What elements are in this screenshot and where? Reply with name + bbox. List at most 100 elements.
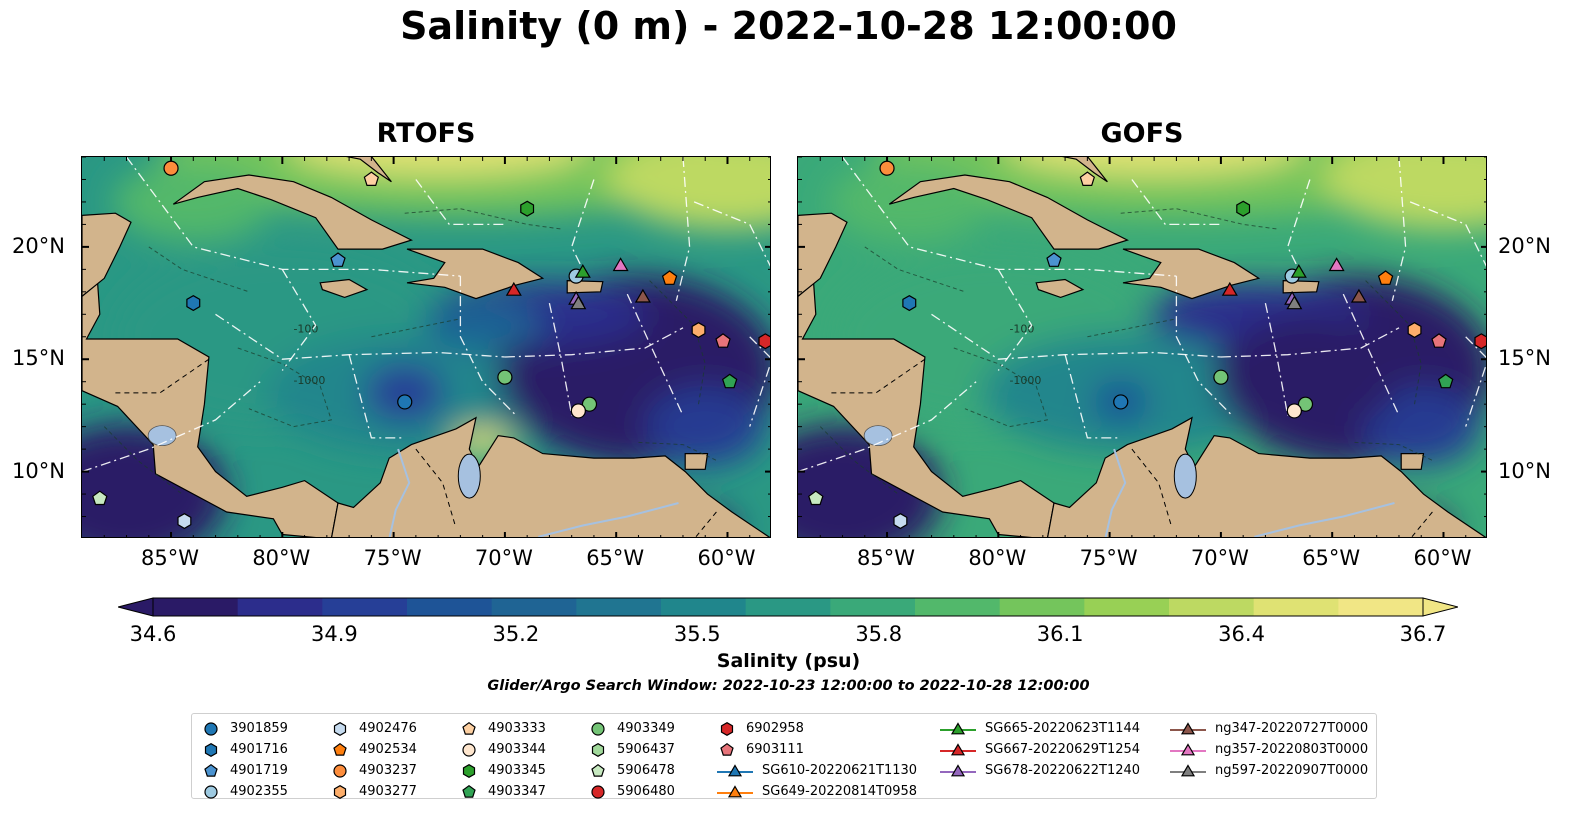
legend-item: 4903237 bbox=[329, 760, 417, 781]
map-marker-pentagon bbox=[715, 333, 731, 348]
land-yucatan bbox=[798, 212, 848, 298]
land-yucatan bbox=[82, 212, 132, 298]
map-marker-circle bbox=[879, 160, 895, 176]
lon-tick-label: 85°W bbox=[141, 546, 200, 570]
legend-label: ng597-20220907T0000 bbox=[1215, 763, 1369, 778]
map-marker-circle bbox=[581, 396, 598, 412]
contour-label-1000: -1000 bbox=[293, 374, 325, 387]
map-marker-triangle bbox=[505, 281, 522, 296]
legend-item: 4903333 bbox=[458, 718, 546, 739]
legend-label: 5906480 bbox=[617, 784, 675, 799]
legend-circle-icon bbox=[204, 721, 218, 736]
map-marker-triangle bbox=[1290, 264, 1307, 278]
map-marker-pentagon bbox=[1431, 333, 1447, 348]
legend-label: 6902958 bbox=[746, 721, 804, 736]
map-marker-triangle bbox=[1221, 281, 1238, 296]
legend-label: 3901859 bbox=[230, 721, 288, 736]
panel-title-gofs: GOFS bbox=[1100, 118, 1184, 149]
legend-label: SG665-20220623T1144 bbox=[985, 721, 1141, 736]
legend-column: 4903349 5906437 5906478 5906480 bbox=[587, 718, 675, 802]
land-centralAm bbox=[82, 281, 339, 537]
legend-label: SG649-20220814T0958 bbox=[762, 784, 918, 799]
map-marker-circle bbox=[570, 403, 586, 419]
map-marker-circle bbox=[397, 394, 413, 410]
map-marker-circle bbox=[1213, 369, 1229, 385]
lon-tick-label: 65°W bbox=[1302, 546, 1361, 570]
legend-circle-icon bbox=[204, 784, 218, 799]
legend-circle-icon bbox=[591, 784, 605, 799]
map-marker-hexagon bbox=[1474, 333, 1486, 350]
legend-item: 4903347 bbox=[458, 781, 546, 802]
map-marker-pentagon bbox=[808, 490, 824, 506]
land-centralAm bbox=[798, 281, 1055, 537]
map-marker-triangle bbox=[1328, 257, 1345, 272]
lat-tick-label-right: 10°N bbox=[1498, 458, 1551, 483]
figure-title: Salinity (0 m) - 2022-10-28 12:00:00 bbox=[400, 4, 1177, 48]
legend-item: 4903345 bbox=[458, 760, 546, 781]
legend-column: SG665-20220623T1144 SG667-20220629T1254 SG… bbox=[939, 718, 1140, 781]
lon-tick-label: 75°W bbox=[1079, 546, 1138, 570]
legend-item: 3901859 bbox=[200, 718, 288, 739]
legend-item: SG649-20220814T0958 bbox=[716, 781, 917, 802]
legend-item: 5906478 bbox=[587, 760, 675, 781]
map-marker-hexagon bbox=[902, 295, 917, 312]
colorbar-tick-label: 34.9 bbox=[311, 622, 358, 646]
map-marker-hexagon bbox=[186, 295, 201, 312]
legend-triangle-icon bbox=[1170, 763, 1206, 776]
legend-triangle-icon bbox=[940, 721, 976, 734]
legend-label: 4903237 bbox=[359, 763, 417, 778]
legend-item: ng347-20220727T0000 bbox=[1169, 718, 1368, 739]
colorbar-tick-label: 34.6 bbox=[129, 622, 177, 646]
lat-tick-label-left: 10°N bbox=[12, 458, 65, 483]
map-marker-pentagon bbox=[1079, 171, 1096, 186]
legend-label: 4903344 bbox=[488, 742, 546, 757]
legend-label: 4902476 bbox=[359, 721, 417, 736]
salinity-colorbar bbox=[118, 597, 1458, 617]
map-marker-circle bbox=[1286, 403, 1302, 419]
lon-tick-label: 70°W bbox=[474, 546, 533, 570]
colorbar-tick-label: 36.4 bbox=[1218, 622, 1265, 646]
gofs-salinity-map: -100 -1000 bbox=[797, 156, 1487, 538]
map-marker-hexagon bbox=[691, 322, 706, 339]
lat-tick-label-left: 20°N bbox=[12, 233, 65, 258]
legend-label: 4903349 bbox=[617, 721, 675, 736]
lon-tick-label: 60°W bbox=[697, 546, 756, 570]
legend-label: 6903111 bbox=[746, 742, 804, 757]
legend-label: 4903345 bbox=[488, 763, 546, 778]
legend-label: SG610-20220621T1130 bbox=[762, 763, 918, 778]
map-marker-pentagon bbox=[721, 373, 738, 389]
legend-label: 5906478 bbox=[617, 763, 675, 778]
legend-circle-icon bbox=[591, 721, 605, 736]
legend-label: 4903347 bbox=[488, 784, 546, 799]
legend-pentagon-icon bbox=[591, 763, 605, 777]
legend-item: SG610-20220621T1130 bbox=[716, 760, 917, 781]
legend-label: 4902355 bbox=[230, 784, 288, 799]
legend-label: 4903277 bbox=[359, 784, 417, 799]
colorbar-tick-label: 36.1 bbox=[1036, 622, 1084, 646]
legend: 3901859 4901716 4901719 4902355 4902476 49025… bbox=[191, 713, 1377, 799]
legend-triangle-icon bbox=[1170, 742, 1206, 755]
map-marker-triangle bbox=[570, 295, 587, 310]
map-marker-pentagon bbox=[1046, 252, 1062, 267]
map-marker-circle bbox=[1297, 396, 1314, 412]
contour-label-1000: -1000 bbox=[1009, 374, 1041, 387]
map-marker-hexagon bbox=[1236, 200, 1251, 217]
legend-column: 3901859 4901716 4901719 4902355 bbox=[200, 718, 288, 802]
legend-triangle-icon bbox=[717, 763, 753, 776]
legend-item: SG665-20220623T1144 bbox=[939, 718, 1140, 739]
map-marker-pentagon bbox=[1437, 373, 1454, 389]
legend-hexagon-icon bbox=[591, 742, 605, 757]
legend-column: ng347-20220727T0000 ng357-20220803T0000 ng… bbox=[1169, 718, 1368, 781]
legend-circle-icon bbox=[462, 742, 476, 757]
legend-label: 5906437 bbox=[617, 742, 675, 757]
map-marker-hexagon bbox=[758, 333, 770, 350]
land-bahamas bbox=[1062, 157, 1108, 183]
legend-triangle-icon bbox=[1170, 721, 1206, 734]
legend-item: 5906437 bbox=[587, 739, 675, 760]
lon-tick-label: 65°W bbox=[586, 546, 645, 570]
map-marker-circle bbox=[497, 369, 513, 385]
legend-item: 4902355 bbox=[200, 781, 288, 802]
map-marker-hexagon bbox=[1407, 322, 1422, 339]
legend-hexagon-icon bbox=[204, 742, 218, 757]
map-marker-hexagon bbox=[177, 513, 192, 530]
